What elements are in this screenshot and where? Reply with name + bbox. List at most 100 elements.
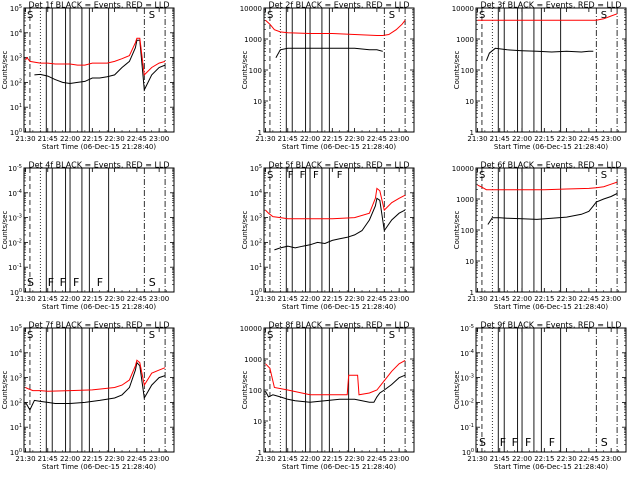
- x-tick-label: 22:15: [534, 135, 554, 143]
- y-axis-label: Counts/sec: [1, 371, 9, 410]
- x-tick-label: 21:30: [467, 455, 487, 463]
- y-tick-label: 100: [10, 128, 22, 137]
- x-tick-label: 22:00: [512, 455, 532, 463]
- x-tick-label: 22:15: [534, 455, 554, 463]
- event-marker: S: [267, 170, 273, 181]
- y-tick-label: 1000: [456, 196, 474, 204]
- y-axis-label: Counts/sec: [241, 211, 249, 250]
- y-tick-label: 100: [249, 387, 262, 395]
- y-tick-label: 100: [461, 227, 474, 235]
- x-tick-label: 21:45: [490, 455, 510, 463]
- event-marker: S: [27, 276, 34, 289]
- x-tick-label: 21:30: [255, 295, 275, 303]
- x-tick-label: 23:00: [389, 295, 409, 303]
- x-tick-label: 22:45: [367, 135, 387, 143]
- event-marker: F: [300, 170, 306, 181]
- x-tick-label: 22:00: [60, 455, 80, 463]
- plot-frame: [475, 7, 627, 133]
- y-axis-label: Counts/sec: [241, 371, 249, 410]
- plot-frame: [23, 167, 175, 293]
- x-tick-label: 22:30: [345, 295, 365, 303]
- detector-panel-6: Det 6f BLACK = Events, RED = LLD 1 10 100 10…: [452, 161, 627, 311]
- series-events: [265, 374, 406, 403]
- y-tick-label: 101: [10, 423, 22, 432]
- event-marker: S: [389, 10, 395, 21]
- panel-title: Det 8f BLACK = Events, RED = LLD: [268, 321, 409, 330]
- event-marker: F: [313, 170, 319, 181]
- y-tick-label: 103: [10, 374, 22, 383]
- x-tick-label: 22:00: [300, 295, 320, 303]
- y-tick-label: 104: [10, 349, 22, 358]
- y-tick-label: 105: [10, 4, 22, 13]
- y-tick-label: 10000: [452, 5, 474, 13]
- x-tick-label: 21:30: [255, 455, 275, 463]
- x-tick-label: 22:30: [557, 295, 577, 303]
- x-tick-label: 21:45: [38, 455, 58, 463]
- x-tick-label: 22:15: [82, 455, 102, 463]
- x-tick-label: 21:30: [15, 295, 35, 303]
- x-tick-label: 21:45: [38, 295, 58, 303]
- y-tick-label: 101: [10, 103, 22, 112]
- y-tick-label: 1000: [244, 36, 262, 44]
- y-tick-label: 100: [10, 288, 22, 297]
- plot-frame: [263, 7, 415, 133]
- series-lld: [265, 187, 406, 220]
- x-tick-label: 22:45: [579, 295, 599, 303]
- event-marker: F: [73, 276, 79, 289]
- series-events: [485, 47, 594, 61]
- series-lld: [25, 359, 166, 392]
- event-marker: S: [479, 436, 486, 449]
- y-tick-label: 105: [10, 324, 22, 333]
- event-marker: F: [525, 436, 531, 449]
- y-tick-label: 103: [10, 54, 22, 63]
- event-marker: F: [48, 276, 54, 289]
- x-tick-label: 22:30: [105, 135, 125, 143]
- y-axis-label: Counts/sec: [453, 51, 461, 90]
- plot-frame: [263, 167, 415, 293]
- event-marker: S: [149, 10, 155, 21]
- x-tick-label: 23:00: [389, 455, 409, 463]
- event-marker: S: [389, 330, 395, 341]
- y-tick-label: 100: [249, 67, 262, 75]
- y-axis-label: Counts/sec: [1, 51, 9, 90]
- event-marker: S: [27, 10, 33, 21]
- event-marker: S: [27, 330, 33, 341]
- y-tick-label: 102: [250, 238, 262, 247]
- detector-panel-1: Det 1f BLACK = Events, RED = LLD 100 101 10…: [1, 1, 175, 151]
- x-tick-label: 22:45: [367, 295, 387, 303]
- y-tick-label: 10-2: [8, 238, 22, 247]
- x-tick-label: 22:00: [60, 295, 80, 303]
- detector-panel-5: Det 5f BLACK = Events, RED = LLD 100 101 10…: [241, 161, 415, 311]
- y-tick-label: 10: [253, 98, 262, 106]
- x-tick-label: 21:30: [15, 135, 35, 143]
- event-marker: S: [601, 436, 608, 449]
- x-tick-label: 22:45: [579, 135, 599, 143]
- y-tick-label: 100: [461, 67, 474, 75]
- x-tick-label: 22:45: [367, 455, 387, 463]
- series-lld: [265, 19, 406, 36]
- x-tick-label: 21:45: [278, 455, 298, 463]
- series-lld: [265, 359, 406, 396]
- y-tick-label: 10-1: [460, 423, 474, 432]
- y-tick-label: 10-4: [460, 349, 474, 358]
- y-tick-label: 10-3: [460, 374, 474, 383]
- y-tick-label: 105: [250, 164, 262, 173]
- x-tick-label: 22:00: [300, 135, 320, 143]
- x-tick-label: 22:30: [105, 455, 125, 463]
- panel-title: Det 9f BLACK = Events, RED = LLD: [480, 321, 621, 330]
- x-tick-label: 23:00: [149, 135, 169, 143]
- x-axis-label: Start Time (06-Dec-15 21:28:40): [42, 143, 156, 151]
- y-tick-label: 10000: [240, 325, 262, 333]
- event-marker: F: [60, 276, 66, 289]
- series-lld: [477, 181, 618, 191]
- x-tick-label: 22:45: [127, 135, 147, 143]
- y-tick-label: 1000: [244, 356, 262, 364]
- y-tick-label: 104: [250, 189, 262, 198]
- event-marker: S: [149, 330, 155, 341]
- event-marker: F: [512, 436, 518, 449]
- event-marker: F: [549, 436, 555, 449]
- detector-panel-3: Det 3f BLACK = Events, RED = LLD 1 10 100 10…: [452, 1, 627, 151]
- y-tick-label: 10: [253, 418, 262, 426]
- panel-title: Det 4f BLACK = Events, RED = LLD: [28, 161, 169, 170]
